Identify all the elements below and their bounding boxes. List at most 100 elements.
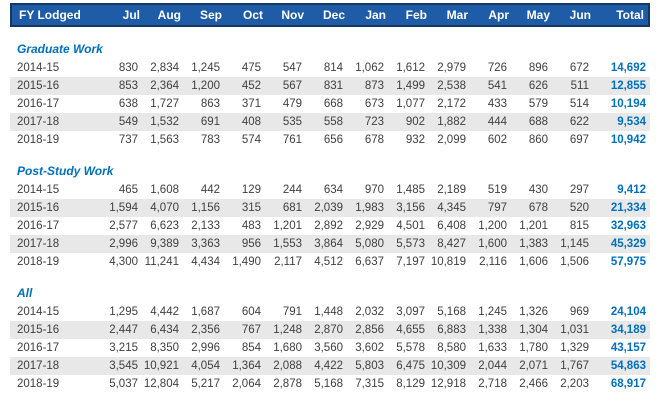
month-value-cell: 297 <box>569 184 589 196</box>
month-value-cell: 673 <box>364 98 384 110</box>
month-value-cell: 2,878 <box>273 378 302 390</box>
month-value-cell: 11,241 <box>144 256 179 268</box>
month-value-cell: 854 <box>241 342 261 354</box>
month-value-cell: 4,512 <box>314 256 343 268</box>
total-value-cell: 24,104 <box>610 306 646 318</box>
month-value-cell: 1,727 <box>150 98 179 110</box>
month-value-cell: 371 <box>241 98 261 110</box>
month-value-cell: 244 <box>282 184 302 196</box>
month-value-cell: 4,422 <box>314 360 343 372</box>
month-value-cell: 2,447 <box>109 324 138 336</box>
month-value-cell: 1,200 <box>191 80 220 92</box>
month-value-cell: 549 <box>118 116 138 128</box>
visa-lodgements-report: FY Lodged Jul Aug Sep Oct Nov Dec Jan Feb Mar Apr… <box>10 3 650 393</box>
month-value-cell: 814 <box>323 62 343 74</box>
month-value-cell: 535 <box>282 116 302 128</box>
month-value-cell: 558 <box>323 116 343 128</box>
month-value-cell: 6,637 <box>355 256 384 268</box>
month-value-cell: 2,856 <box>355 324 384 336</box>
month-value-cell: 5,803 <box>355 360 384 372</box>
month-value-cell: 2,834 <box>150 62 179 74</box>
table-row: 2015-16 2,447 6,434 2,356 767 1,248 2,870 2,856… <box>10 321 650 339</box>
month-value-cell: 2,996 <box>109 238 138 250</box>
month-value-cell: 7,197 <box>396 256 425 268</box>
month-value-cell: 2,133 <box>191 220 220 232</box>
month-value-cell: 656 <box>323 134 343 146</box>
table-body: Graduate Work 2014-15 830 2,834 1,245 475 547 8… <box>10 40 650 393</box>
month-value-cell: 1,201 <box>273 220 302 232</box>
month-value-cell: 9,389 <box>150 238 179 250</box>
month-value-cell: 475 <box>241 62 261 74</box>
month-value-cell: 1,383 <box>519 238 548 250</box>
table-row: 2018-19 5,037 12,804 5,217 2,064 2,878 5,168 7,… <box>10 375 650 393</box>
table-row: 2018-19 737 1,563 783 574 761 656 678 932 2,099 60… <box>10 131 650 149</box>
month-value-cell: 3,545 <box>109 360 138 372</box>
month-value-cell: 4,442 <box>150 306 179 318</box>
month-value-cell: 10,309 <box>430 360 466 372</box>
month-value-cell: 8,427 <box>437 238 466 250</box>
month-value-cell: 1,600 <box>478 238 507 250</box>
total-value-cell: 21,334 <box>610 202 646 214</box>
column-header-month: Nov <box>281 8 304 22</box>
month-value-cell: 2,064 <box>232 378 261 390</box>
column-header-month: Oct <box>242 8 263 22</box>
month-value-cell: 726 <box>487 62 507 74</box>
column-header-month: Jul <box>122 8 140 22</box>
month-value-cell: 2,117 <box>274 256 302 268</box>
month-value-cell: 2,172 <box>437 98 466 110</box>
month-value-cell: 6,408 <box>437 220 466 232</box>
month-value-cell: 3,864 <box>314 238 343 250</box>
month-value-cell: 3,215 <box>109 342 138 354</box>
month-value-cell: 519 <box>487 184 507 196</box>
month-value-cell: 10,819 <box>430 256 466 268</box>
month-value-cell: 896 <box>528 62 548 74</box>
month-value-cell: 452 <box>241 80 261 92</box>
month-value-cell: 1,767 <box>560 360 589 372</box>
month-value-cell: 2,044 <box>478 360 507 372</box>
fiscal-year-cell: 2018-19 <box>17 134 60 146</box>
month-value-cell: 723 <box>364 116 384 128</box>
month-value-cell: 1,532 <box>150 116 179 128</box>
column-header-month: May <box>526 8 550 22</box>
month-value-cell: 1,295 <box>109 306 138 318</box>
month-value-cell: 2,538 <box>437 80 466 92</box>
month-value-cell: 831 <box>323 80 343 92</box>
month-value-cell: 1,248 <box>273 324 302 336</box>
month-value-cell: 5,168 <box>314 378 343 390</box>
month-value-cell: 1,608 <box>150 184 179 196</box>
table-row: 2018-19 4,300 11,241 4,434 1,490 2,117 4,512 6,… <box>10 253 650 271</box>
month-value-cell: 1,031 <box>560 324 589 336</box>
month-value-cell: 4,070 <box>150 202 179 214</box>
fiscal-year-cell: 2017-18 <box>17 360 60 372</box>
month-value-cell: 2,929 <box>355 220 384 232</box>
month-value-cell: 2,039 <box>314 202 343 214</box>
column-header-month: Feb <box>405 8 427 22</box>
total-value-cell: 10,194 <box>610 98 646 110</box>
month-value-cell: 1,594 <box>109 202 138 214</box>
column-header-month: Mar <box>446 8 468 22</box>
month-value-cell: 408 <box>241 116 261 128</box>
month-value-cell: 3,363 <box>191 238 220 250</box>
section-title: Graduate Work <box>17 42 103 56</box>
month-value-cell: 579 <box>528 98 548 110</box>
month-value-cell: 12,804 <box>143 378 179 390</box>
month-value-cell: 672 <box>569 62 589 74</box>
month-value-cell: 969 <box>569 306 589 318</box>
month-value-cell: 622 <box>569 116 589 128</box>
month-value-cell: 1,780 <box>519 342 548 354</box>
fiscal-year-cell: 2017-18 <box>17 238 60 250</box>
month-value-cell: 5,168 <box>437 306 466 318</box>
total-value-cell: 34,189 <box>610 324 646 336</box>
month-value-cell: 2,189 <box>437 184 466 196</box>
column-header-month: Jun <box>569 8 591 22</box>
month-value-cell: 604 <box>241 306 261 318</box>
month-value-cell: 1,553 <box>273 238 302 250</box>
column-header-month: Jan <box>365 8 386 22</box>
month-value-cell: 815 <box>569 220 589 232</box>
table-row: 2014-15 830 2,834 1,245 475 547 814 1,062 1,612 2… <box>10 59 650 77</box>
month-value-cell: 668 <box>323 98 343 110</box>
fiscal-year-cell: 2014-15 <box>17 184 60 196</box>
month-value-cell: 1,687 <box>191 306 220 318</box>
month-value-cell: 6,883 <box>437 324 466 336</box>
table-section: All 2014-15 1,295 4,442 1,687 604 791 1,448 2,03… <box>10 284 650 393</box>
